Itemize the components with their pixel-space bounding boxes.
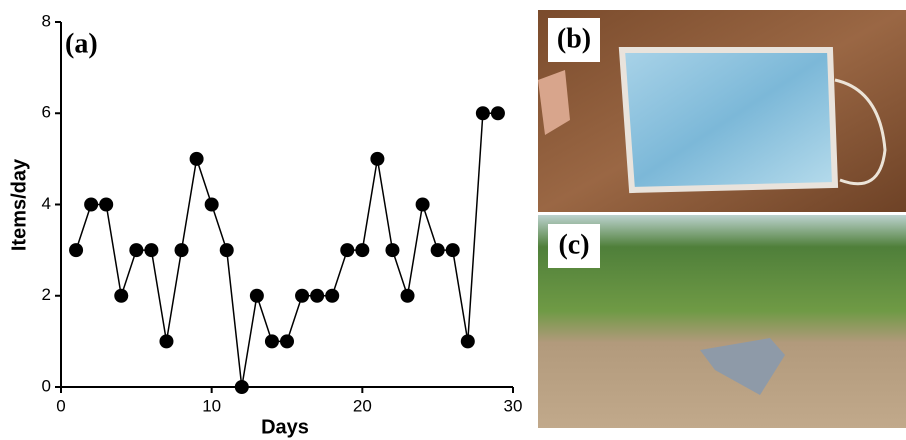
data-point bbox=[99, 198, 113, 212]
y-tick-label: 8 bbox=[42, 11, 51, 30]
x-tick-label: 30 bbox=[504, 396, 523, 415]
data-point bbox=[461, 334, 475, 348]
x-tick-label: 20 bbox=[353, 396, 372, 415]
data-point bbox=[340, 243, 354, 257]
y-tick-label: 2 bbox=[42, 285, 51, 304]
data-point bbox=[175, 243, 189, 257]
y-tick-label: 6 bbox=[42, 103, 51, 122]
data-point bbox=[190, 152, 204, 166]
data-point bbox=[69, 243, 83, 257]
data-point bbox=[280, 334, 294, 348]
data-point bbox=[295, 289, 309, 303]
data-point bbox=[431, 243, 445, 257]
data-point bbox=[159, 334, 173, 348]
data-point bbox=[385, 243, 399, 257]
data-point bbox=[446, 243, 460, 257]
mask bbox=[622, 50, 835, 190]
data-point bbox=[265, 334, 279, 348]
x-tick-label: 0 bbox=[56, 396, 65, 415]
data-point bbox=[220, 243, 234, 257]
data-point bbox=[325, 289, 339, 303]
data-point bbox=[235, 380, 249, 394]
x-tick-label: 10 bbox=[202, 396, 221, 415]
x-axis-label: Days bbox=[261, 416, 309, 438]
data-point bbox=[129, 243, 143, 257]
data-point bbox=[84, 198, 98, 212]
panel-label: (c) bbox=[558, 229, 589, 260]
data-point bbox=[370, 152, 384, 166]
data-point bbox=[476, 106, 490, 120]
panel-label: (b) bbox=[557, 23, 591, 54]
photo-b: (b) bbox=[538, 10, 906, 212]
y-tick-label: 0 bbox=[42, 376, 51, 395]
data-point bbox=[310, 289, 324, 303]
data-point bbox=[355, 243, 369, 257]
figure: (b) (c) (a) Days Items/day 0 2 4 6 8 0 10 20 30 bbox=[0, 0, 906, 440]
photo-c: (c) bbox=[538, 215, 906, 428]
data-point bbox=[491, 106, 505, 120]
data-point bbox=[144, 243, 158, 257]
data-point bbox=[250, 289, 264, 303]
data-point bbox=[114, 289, 128, 303]
panel-label: (a) bbox=[65, 28, 98, 59]
y-tick-label: 4 bbox=[42, 194, 51, 213]
data-point bbox=[416, 198, 430, 212]
data-point bbox=[401, 289, 415, 303]
y-axis-label: Items/day bbox=[8, 158, 30, 251]
data-point bbox=[205, 198, 219, 212]
page: (b) (c) (a) Days Items/day 024680102030 … bbox=[0, 0, 906, 440]
